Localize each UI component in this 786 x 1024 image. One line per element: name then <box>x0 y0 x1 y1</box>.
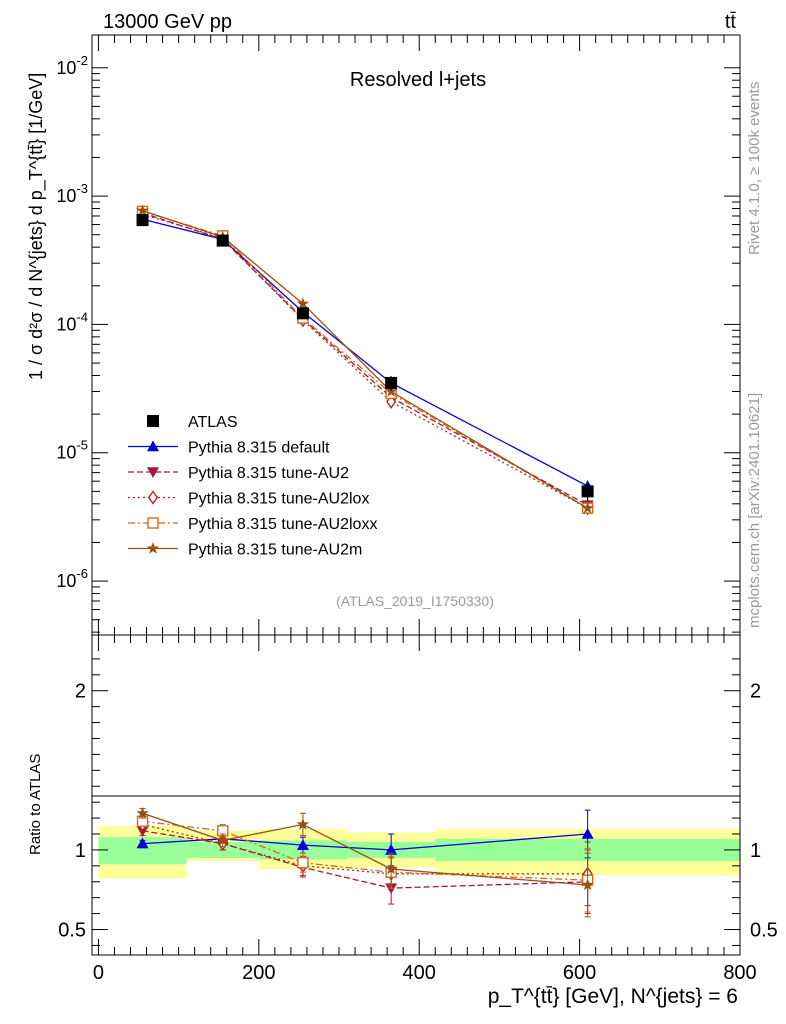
legend-marker <box>147 490 159 505</box>
data-point <box>136 214 149 227</box>
x-axis: 0 200 400 600 800 <box>93 35 757 984</box>
legend-label: Pythia 8.315 tune-AU2loxx <box>188 516 377 533</box>
ratio-point <box>385 862 398 875</box>
legend-marker <box>147 467 159 478</box>
ratio-point <box>296 839 309 850</box>
x-tick-label: 400 <box>403 962 436 984</box>
x-tick-label: 200 <box>242 962 275 984</box>
rivet-label: Rivet 4.1.0, ≥ 100k events <box>746 82 763 255</box>
legend-marker <box>147 415 159 427</box>
legend-marker <box>147 440 159 452</box>
ratio-frame <box>91 634 741 956</box>
atlas-data <box>136 214 594 502</box>
legend-label: Pythia 8.315 default <box>188 440 330 457</box>
y-axis-label: 1 / σ d²σ / d N^{jets} d p_T^{tt̄} [1/Ge… <box>26 73 47 380</box>
series-point <box>581 501 594 514</box>
ratio-tick-label: 2 <box>75 681 86 703</box>
series-point <box>296 297 310 309</box>
main-panel: 10-6 10-5 10-4 10-3 10-2 Resolved l+jets (AT… <box>56 34 741 636</box>
ratio-point <box>581 828 594 839</box>
ratio-y-axis-label: Ratio to ATLAS <box>27 754 44 855</box>
ratio-point <box>216 833 229 846</box>
energy-label: 13000 GeV pp <box>103 11 232 33</box>
legend-entry: ATLAS <box>147 414 238 431</box>
ratio-point <box>385 843 398 855</box>
y-tick-label: 10-3 <box>56 181 88 206</box>
source-label: mcplots.cern.ch [arXiv:2401.10621] <box>746 393 763 628</box>
ratio-point <box>136 806 149 819</box>
y-tick-label: 10-2 <box>56 53 88 78</box>
legend-label: Pythia 8.315 tune-AU2lox <box>188 491 369 508</box>
ratio-tick-label: 0.5 <box>58 920 86 942</box>
x-axis-label: p_T^{tt̄} [GeV], N^{jets} = 6 <box>488 985 738 1008</box>
series-line <box>142 213 588 509</box>
data-point <box>581 485 594 498</box>
legend-entry: Pythia 8.315 tune-AU2 <box>128 465 349 482</box>
data-point <box>216 234 229 247</box>
analysis-id: (ATLAS_2019_I1750330) <box>336 593 494 609</box>
ratio-point <box>296 818 310 830</box>
legend: ATLAS Pythia 8.315 default Pythia 8.315 tu… <box>128 414 377 559</box>
legend-entry: Pythia 8.315 tune-AU2lox <box>128 490 369 508</box>
ratio-tick-label: 1 <box>75 840 86 862</box>
legend-label: ATLAS <box>188 414 238 431</box>
ratio-tick-label-right: 2 <box>750 681 761 703</box>
process-label: tt̄ <box>725 11 737 33</box>
ratio-series-4 <box>136 806 594 918</box>
data-point <box>296 307 309 320</box>
chart-title: Resolved l+jets <box>350 69 486 91</box>
ratio-point <box>136 837 149 849</box>
y-tick-label: 10-6 <box>56 566 88 591</box>
legend-marker <box>147 517 159 529</box>
x-tick-label: 0 <box>93 962 104 984</box>
series-line <box>142 210 588 509</box>
legend-label: Pythia 8.315 tune-AU2 <box>188 465 349 482</box>
ratio-tick-label-right: 0.5 <box>750 920 778 942</box>
legend-entry: Pythia 8.315 default <box>128 440 330 457</box>
ratio-panel: 0.5 0.5 1 1 2 2 <box>58 634 778 956</box>
legend-marker <box>146 542 160 554</box>
ratio-tick-label-right: 1 <box>750 840 761 862</box>
x-tick-label: 800 <box>723 962 756 984</box>
series-line <box>142 212 588 506</box>
y-tick-label: 10-4 <box>56 309 88 334</box>
legend-label: Pythia 8.315 tune-AU2m <box>188 542 362 559</box>
y-tick-label: 10-5 <box>56 438 88 463</box>
series-point <box>385 385 398 397</box>
data-point <box>385 376 398 389</box>
legend-entry: Pythia 8.315 tune-AU2m <box>128 542 362 559</box>
ratio-point <box>297 856 309 869</box>
series-point <box>136 204 149 216</box>
ratio-point <box>581 878 594 891</box>
legend-entry: Pythia 8.315 tune-AU2loxx <box>128 516 377 533</box>
x-tick-label: 600 <box>563 962 596 984</box>
series-line <box>142 210 588 509</box>
